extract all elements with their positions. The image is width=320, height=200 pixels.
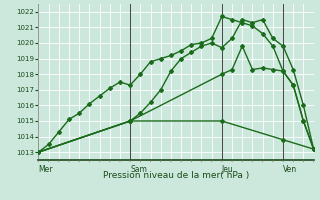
Text: Sam: Sam	[130, 165, 147, 174]
Text: Mer: Mer	[38, 165, 53, 174]
Text: Ven: Ven	[283, 165, 297, 174]
Text: Jeu: Jeu	[222, 165, 234, 174]
X-axis label: Pression niveau de la mer( hPa ): Pression niveau de la mer( hPa )	[103, 171, 249, 180]
